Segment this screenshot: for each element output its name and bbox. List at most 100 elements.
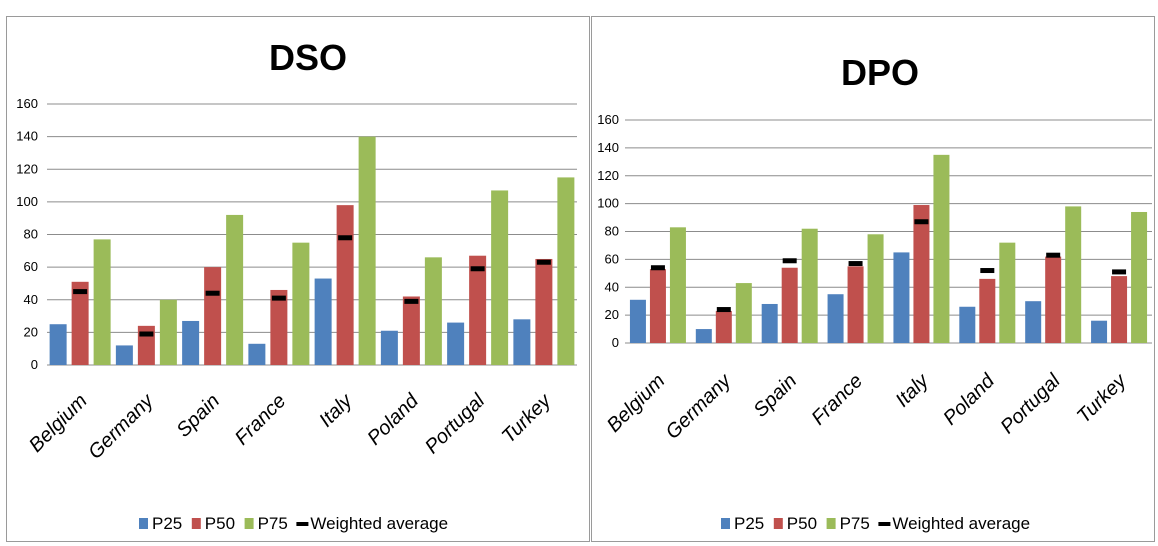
dpo-y-tick-40: 40	[605, 279, 619, 294]
dpo-legend-label-p50: P50	[787, 514, 817, 533]
dso-y-tick-100: 100	[16, 194, 38, 209]
dso-bar-p75-poland	[424, 257, 442, 365]
dso-legend-swatch-p25	[139, 518, 148, 529]
dpo-y-tick-0: 0	[612, 335, 619, 350]
dpo-category-label-belgium: Belgium	[603, 370, 670, 437]
dso-category-label-poland: Poland	[363, 389, 423, 449]
dso-bar-p50-spain	[204, 267, 222, 365]
dso-category-label-belgium: Belgium	[25, 390, 92, 457]
dpo-bar-p75-italy	[933, 154, 950, 343]
dso-y-tick-140: 140	[16, 129, 38, 144]
dpo-y-tick-60: 60	[605, 251, 619, 266]
dpo-bar-p25-italy	[893, 252, 910, 343]
dpo-bar-p25-belgium	[629, 299, 646, 343]
dso-bar-p50-poland	[402, 296, 420, 365]
dso-bar-p25-poland	[380, 330, 398, 365]
dpo-bar-p75-turkey	[1131, 211, 1148, 343]
dso-bar-p25-france	[248, 343, 266, 365]
dso-legend-swatch-p50	[191, 518, 201, 529]
dso-bar-p75-italy	[358, 136, 376, 365]
dso-category-label-germany: Germany	[84, 389, 158, 463]
dpo-category-label-turkey: Turkey	[1073, 369, 1131, 427]
dso-bar-p25-portugal	[447, 322, 465, 365]
dpo-category-label-poland: Poland	[939, 369, 999, 429]
clipped-heading-strip	[0, 0, 1158, 14]
dso-bar-p50-portugal	[469, 255, 487, 365]
dpo-bar-p75-belgium	[669, 227, 686, 343]
dso-bar-p75-portugal	[491, 190, 509, 365]
dso-bar-p50-turkey	[535, 258, 553, 365]
dso-category-label-portugal: Portugal	[421, 390, 490, 459]
dpo-bar-p75-portugal	[1065, 206, 1082, 343]
dpo-bar-p25-turkey	[1091, 320, 1108, 343]
dso-y-tick-60: 60	[24, 259, 38, 274]
dso-marker-weighted-average-turkey	[536, 259, 551, 265]
dpo-bar-p25-portugal	[1025, 301, 1042, 343]
dso-marker-weighted-average-portugal	[470, 266, 485, 272]
dpo-chart-title: DPO	[841, 52, 919, 93]
dpo-bar-p25-spain	[761, 303, 778, 343]
dpo-bar-p75-germany	[735, 283, 752, 343]
dpo-bar-p50-portugal	[1045, 256, 1062, 343]
dpo-legend-swatch-p50	[773, 518, 783, 529]
dpo-legend-swatch-p25	[721, 518, 730, 529]
dso-bar-p75-germany	[159, 299, 177, 365]
dpo-bar-p50-poland	[979, 278, 996, 343]
dso-y-tick-120: 120	[16, 161, 38, 176]
dpo-marker-weighted-average-spain	[782, 258, 797, 264]
dso-marker-weighted-average-spain	[205, 290, 220, 296]
dpo-legend-label-weighted-average: Weighted average	[892, 514, 1030, 533]
dpo-y-tick-100: 100	[597, 196, 619, 211]
dpo-marker-weighted-average-turkey	[1112, 269, 1127, 275]
dpo-bar-p25-poland	[959, 306, 976, 343]
dpo-category-label-spain: Spain	[749, 370, 801, 422]
dso-bar-p75-france	[292, 242, 310, 365]
dso-marker-weighted-average-italy	[338, 235, 353, 241]
dpo-marker-weighted-average-belgium	[650, 265, 665, 271]
dpo-category-label-portugal: Portugal	[996, 370, 1065, 439]
dso-bar-p25-italy	[314, 278, 332, 365]
dpo-marker-weighted-average-germany	[716, 307, 731, 313]
dpo-category-label-france: France	[808, 370, 868, 430]
dso-category-label-spain: Spain	[172, 390, 224, 442]
dpo-category-label-italy: Italy	[891, 369, 933, 411]
dpo-legend-label-p25: P25	[734, 514, 764, 533]
dpo-category-label-germany: Germany	[662, 369, 736, 443]
dso-bar-p25-belgium	[49, 324, 67, 365]
dpo-legend-swatch-weighted-average	[878, 522, 891, 526]
dso-bar-p50-belgium	[71, 281, 89, 365]
dso-marker-weighted-average-france	[271, 295, 286, 301]
dso-bar-p75-turkey	[557, 177, 575, 365]
dso-marker-weighted-average-germany	[139, 331, 154, 337]
dso-category-label-italy: Italy	[315, 389, 357, 431]
dso-legend-label-p50: P50	[205, 514, 235, 533]
dso-bar-p25-spain	[182, 320, 200, 365]
dpo-bar-p75-france	[867, 234, 884, 343]
dso-chart-title: DSO	[269, 37, 347, 78]
dso-bar-p25-germany	[115, 345, 133, 365]
dso-legend-label-p25: P25	[152, 514, 182, 533]
dpo-bar-p50-turkey	[1111, 276, 1128, 343]
dpo-legend-swatch-p75	[826, 518, 836, 529]
dso-bar-p50-italy	[336, 205, 354, 365]
dpo-marker-weighted-average-poland	[980, 268, 995, 274]
dpo-bar-p50-france	[847, 266, 864, 343]
dso-y-tick-40: 40	[24, 292, 38, 307]
dpo-y-tick-80: 80	[605, 224, 619, 239]
dpo-bar-p25-france	[827, 294, 844, 343]
dso-bar-p25-turkey	[513, 319, 531, 365]
dpo-chart-panel: DPO 0 20 40 60 80 100 120 140 160 Belgium Germany Sp…	[591, 16, 1155, 542]
dso-bar-p50-france	[270, 289, 288, 365]
dso-legend-swatch-p75	[244, 518, 254, 529]
dpo-marker-weighted-average-italy	[914, 219, 929, 225]
dpo-marker-weighted-average-portugal	[1046, 252, 1061, 258]
dso-y-tick-0: 0	[31, 357, 38, 372]
dpo-bar-p25-germany	[695, 329, 712, 343]
dso-y-tick-160: 160	[16, 96, 38, 111]
dpo-bar-p50-germany	[715, 310, 732, 343]
dpo-legend-label-p75: P75	[840, 514, 870, 533]
dpo-y-tick-20: 20	[605, 307, 619, 322]
dpo-bar-p75-poland	[999, 242, 1016, 343]
dpo-marker-weighted-average-france	[848, 261, 863, 267]
